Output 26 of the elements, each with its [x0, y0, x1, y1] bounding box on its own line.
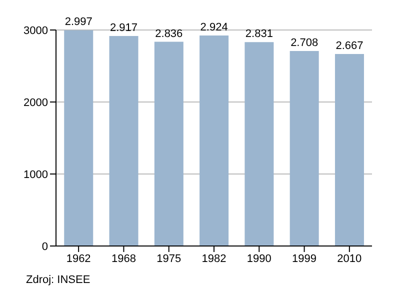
bar — [200, 35, 229, 246]
x-tick-label: 1999 — [292, 252, 317, 265]
x-tick-label: 1982 — [202, 252, 226, 265]
x-tick-label: 1975 — [156, 252, 182, 265]
y-tick-label: 1000 — [24, 168, 48, 181]
text: Zdroj: INSEE — [26, 274, 92, 286]
data-label: 2.836 — [155, 28, 183, 40]
x-tick-label: 1962 — [66, 252, 91, 265]
y-tick-label: 2000 — [24, 96, 48, 109]
data-label: 2.708 — [290, 37, 318, 50]
y-tick-label: 3000 — [24, 24, 48, 37]
bar — [64, 30, 94, 246]
bar — [334, 54, 364, 246]
data-label: 2.917 — [110, 22, 138, 34]
data-label: 2.831 — [245, 28, 273, 40]
data-label: 2.924 — [200, 21, 228, 34]
bar — [109, 36, 138, 246]
bar — [154, 42, 184, 246]
bar — [290, 51, 319, 246]
data-label: 2.997 — [64, 16, 92, 28]
x-tick-label: 1990 — [246, 252, 272, 265]
data-label: 2.667 — [336, 40, 364, 52]
x-tick-label: 2010 — [337, 252, 362, 265]
bar — [244, 42, 274, 246]
y-tick-label: 0 — [42, 240, 48, 253]
x-tick-label: 1968 — [111, 252, 136, 265]
